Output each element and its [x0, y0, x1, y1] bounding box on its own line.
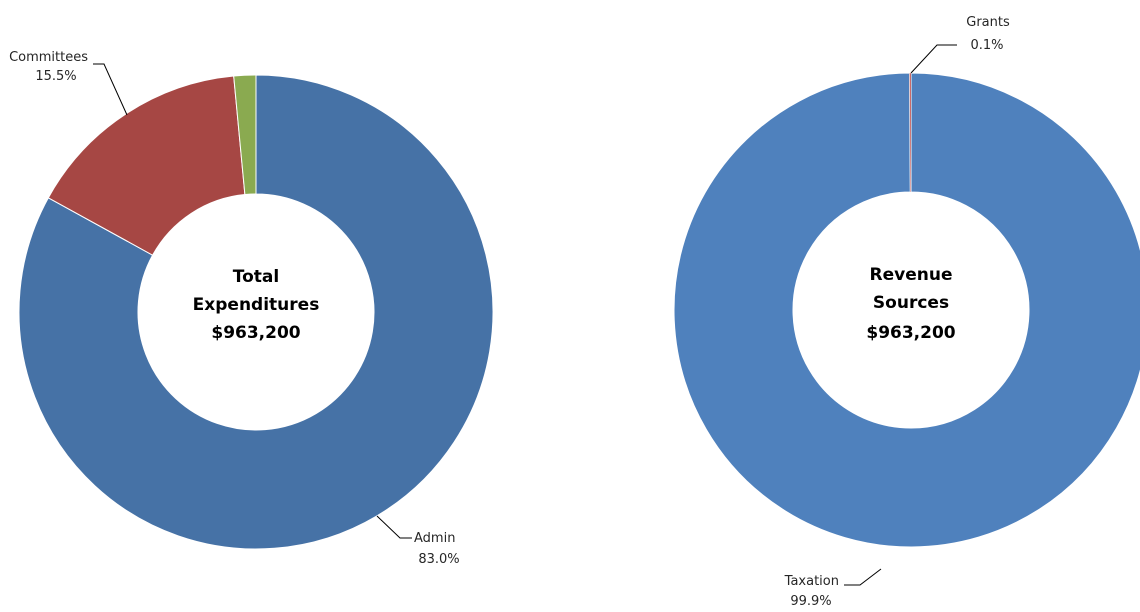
expenditures-slice-slice-3 — [233, 74, 257, 196]
admin-value-label: 83.0% — [418, 552, 459, 567]
revenue-slice-taxation — [673, 72, 1140, 548]
admin-leader-line — [376, 515, 412, 539]
admin-label: Admin — [414, 531, 455, 546]
expenditures-center-line2: Expenditures — [193, 295, 320, 315]
committees-leader-line — [93, 63, 128, 116]
revenue-center-total: $963,200 — [866, 323, 955, 343]
committees-label: Committees — [9, 50, 88, 65]
revenue-slice-grants — [909, 72, 912, 193]
expenditures-donut-chart: Total Expenditures $963,200 Committees 1… — [9, 50, 494, 567]
grants-value-label: 0.1% — [970, 38, 1003, 53]
expenditures-slices — [18, 74, 494, 550]
grants-label: Grants — [966, 15, 1010, 30]
revenue-center-line2: Sources — [873, 293, 949, 313]
expenditures-center-total: $963,200 — [211, 323, 300, 343]
expenditures-slice-admin — [18, 74, 494, 550]
expenditures-center-line1: Total — [233, 267, 279, 287]
expenditures-slice-committees — [47, 75, 246, 256]
revenue-donut-chart: Revenue Sources $963,200 Grants 0.1% Tax… — [673, 15, 1140, 609]
committees-value-label: 15.5% — [35, 69, 76, 84]
revenue-slices — [673, 72, 1140, 548]
revenue-center-line1: Revenue — [870, 265, 953, 285]
taxation-label: Taxation — [784, 574, 839, 589]
grants-leader-line — [910, 44, 957, 74]
taxation-value-label: 99.9% — [790, 594, 831, 609]
taxation-leader-line — [844, 568, 882, 586]
